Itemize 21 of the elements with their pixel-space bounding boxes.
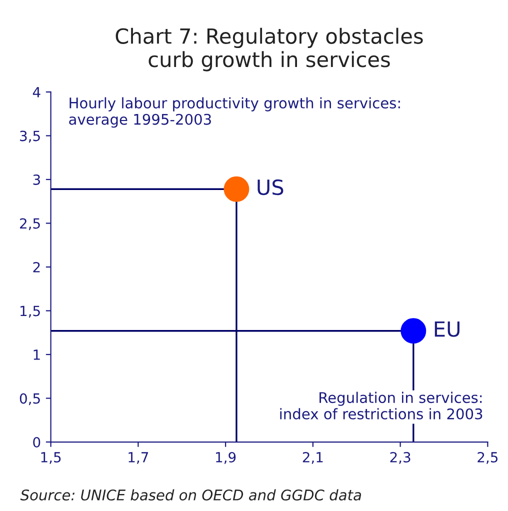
y-tick-label: 3,5 (20, 130, 40, 143)
y-tick-label: 0 (33, 436, 40, 448)
annotation: Regulation in services: index of restrictions in 2003 (280, 392, 482, 420)
y-tick-label: 4 (32, 87, 40, 98)
annotation: Hourly labour productivity growth in services: average 1995-2003 (69, 97, 400, 128)
x-tick-label: 1,9 (216, 452, 236, 464)
source-note: Source: UNICE based on OECD and GGDC data (20, 489, 361, 501)
chart-title: Chart 7: Regulatory obstacles curb growth in services (116, 28, 423, 72)
y-tick-label: 0,5 (20, 393, 40, 406)
y-tick-label: 1 (34, 350, 40, 360)
y-tick-label: 1,5 (20, 306, 40, 318)
x-tick-label: 2,3 (390, 452, 410, 464)
y-tick-label: 2 (33, 262, 40, 272)
y-tick-label: 2,5 (20, 218, 40, 230)
x-tick-label: 1,5 (41, 452, 61, 464)
x-tick-label: 1,7 (128, 452, 148, 464)
x-tick-label: 2,5 (478, 452, 498, 464)
y-tick-label: 3 (33, 174, 40, 185)
series-label: EU (434, 321, 460, 337)
x-tick-label: 2,1 (302, 452, 323, 464)
series-label: US (258, 179, 284, 196)
